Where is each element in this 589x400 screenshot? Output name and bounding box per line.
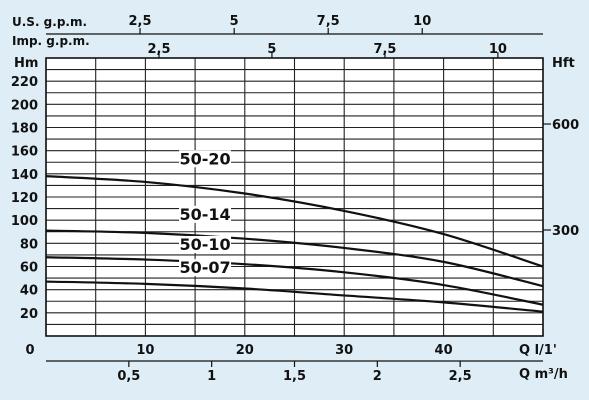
right-axis-unit: Hft [552, 56, 575, 71]
x-axis-m3h-tick-label: 0,5 [117, 369, 140, 384]
x-axis-m3h-tick-label: 1,5 [283, 369, 306, 384]
x-axis-m3h-unit: Q m³/h [519, 367, 568, 382]
curve-label-bg [179, 235, 232, 253]
curve-50-20 [45, 175, 544, 268]
x-axis-lpm-tick-label: 40 [435, 343, 453, 358]
x-axis-usgpm-tick-label: 5 [230, 14, 239, 29]
x-axis-usgpm-tick-label: 2,5 [129, 14, 152, 29]
x-axis-impgpm-tick-label: 5 [267, 42, 276, 57]
right-axis-tick-label: 300 [552, 224, 579, 239]
x-axis-impgpm-tick-label: 2,5 [148, 42, 171, 57]
plot-frame [45, 57, 544, 337]
left-axis-tick-label: 80 [20, 237, 38, 252]
left-axis-tick-label: 60 [20, 261, 38, 276]
x-axis-m3h-tick-label: 1 [207, 369, 216, 384]
curve-label-50-07: 50-07 [179, 258, 230, 277]
x-axis-m3h-tick-label: 2,5 [449, 369, 472, 384]
x-axis-usgpm-tick-label: 10 [413, 14, 431, 29]
curve-50-10 [45, 256, 544, 306]
x-axis-lpm-tick-label: 10 [136, 343, 154, 358]
x-axis-usgpm-unit: U.S. g.p.m. [12, 15, 87, 29]
curve-label-50-10: 50-10 [179, 235, 230, 254]
x-axis-origin-label: 0 [25, 343, 34, 358]
x-axis-lpm-tick-label: 20 [236, 343, 254, 358]
left-axis-tick-label: 140 [11, 168, 38, 183]
left-axis-tick-label: 20 [20, 307, 38, 322]
x-axis-lpm-unit: Q l/1' [519, 343, 557, 358]
curve-label-bg [179, 205, 232, 223]
left-axis-tick-label: 120 [11, 191, 38, 206]
left-axis-tick-label: 220 [11, 75, 38, 90]
curve-label-50-14: 50-14 [179, 205, 230, 224]
left-axis-tick-label: 160 [11, 145, 38, 160]
curves [45, 175, 544, 313]
left-axis-tick-label: 40 [20, 284, 38, 299]
x-axis-impgpm-unit: Imp. g.p.m. [12, 34, 90, 48]
axes: 22020018016014012010080604020Hm600300Hft… [11, 14, 579, 384]
curve-label-bg [179, 150, 232, 168]
left-axis-tick-label: 100 [11, 214, 38, 229]
x-axis-impgpm-tick-label: 7,5 [373, 42, 396, 57]
curve-label-bg [179, 259, 232, 277]
curve-50-14 [45, 229, 544, 288]
labels: 50-20 50-14 50-10 50-07 [179, 149, 232, 277]
grid [45, 57, 544, 337]
x-axis-usgpm-tick-label: 7,5 [317, 14, 340, 29]
right-axis-tick-label: 600 [552, 118, 579, 133]
x-axis-impgpm-tick-label: 10 [489, 42, 507, 57]
curve-label-50-20: 50-20 [179, 149, 230, 168]
left-axis-tick-label: 180 [11, 122, 38, 137]
left-axis-tick-label: 200 [11, 98, 38, 113]
x-axis-lpm-tick-label: 30 [335, 343, 353, 358]
x-axis-m3h-tick-label: 2 [373, 369, 382, 384]
curve-50-07 [45, 280, 544, 313]
left-axis-unit: Hm [14, 56, 38, 71]
